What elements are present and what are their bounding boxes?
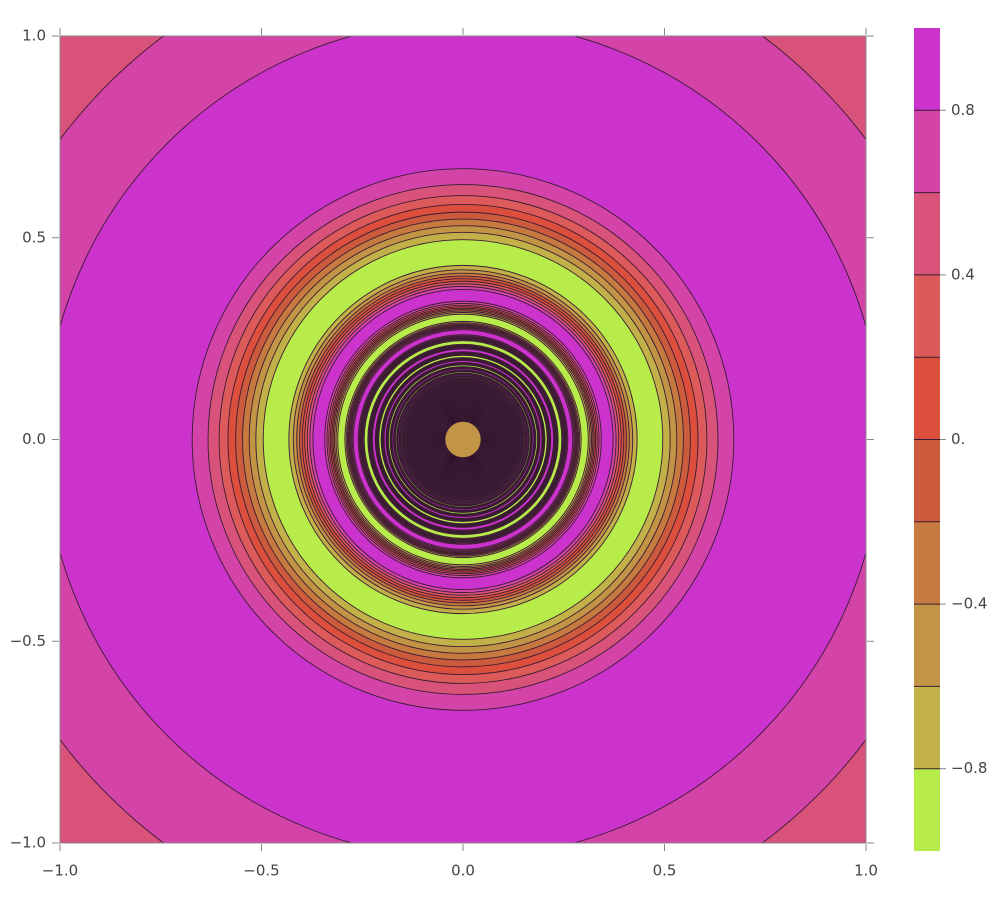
y-tick-label: −1.0 xyxy=(10,834,46,852)
y-tick-label: 1.0 xyxy=(22,27,46,45)
colorbar-band xyxy=(914,28,940,111)
y-tick-label: 0.0 xyxy=(22,430,46,448)
colorbar-tick-label: 0. xyxy=(951,430,965,448)
colorbar-tick-label: 0.8 xyxy=(951,101,975,119)
x-tick-label: −0.5 xyxy=(243,862,279,880)
colorbar-band xyxy=(914,439,940,522)
colorbar-band xyxy=(914,110,940,193)
x-tick-label: 1.0 xyxy=(854,862,878,880)
colorbar-band xyxy=(914,357,940,440)
plot-frame xyxy=(59,35,867,844)
colorbar-band xyxy=(914,686,940,769)
colorbar-band xyxy=(914,604,940,687)
axes: −1.0 −0.5 0.0 0.5 1.0 −1.0 −0.5 0.0 0.5 1.0 −0.8 −0… xyxy=(10,27,988,880)
colorbar-tick-label: −0.4 xyxy=(951,595,987,613)
colorbar-band xyxy=(914,768,940,851)
contour-field xyxy=(60,36,866,843)
y-tick-label: 0.5 xyxy=(22,228,46,246)
colorbar-band xyxy=(914,274,940,358)
colorbar-tick-label: 0.4 xyxy=(951,265,975,283)
x-tick-label: 0.0 xyxy=(451,862,475,880)
y-tick-label: −0.5 xyxy=(10,632,46,650)
colorbar-tick-label: −0.8 xyxy=(951,759,987,777)
contour-line xyxy=(444,420,482,459)
colorbar-band xyxy=(914,521,940,605)
colorbar-band xyxy=(914,192,940,275)
x-tick-label: 0.5 xyxy=(653,862,677,880)
x-tick-label: −1.0 xyxy=(42,862,78,880)
